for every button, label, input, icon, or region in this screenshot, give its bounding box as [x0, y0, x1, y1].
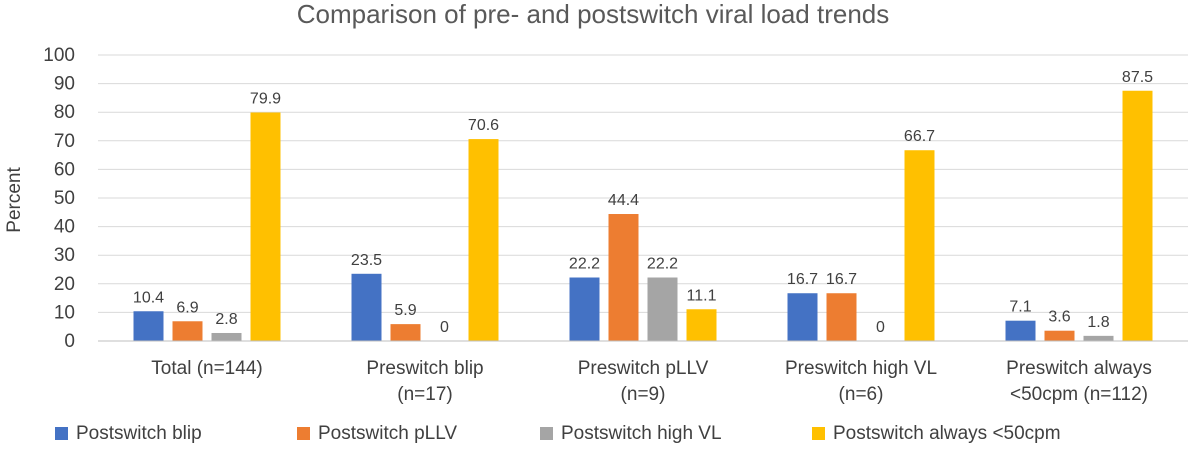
- data-label: 0: [440, 319, 449, 336]
- y-tick-label: 50: [54, 188, 75, 209]
- y-tick-label: 90: [54, 74, 75, 95]
- data-label: 5.9: [394, 302, 416, 319]
- data-label: 0: [876, 319, 885, 336]
- bar: [569, 277, 600, 341]
- y-tick-label: 60: [54, 159, 75, 180]
- legend-label: Postswitch blip: [76, 423, 202, 444]
- bar: [1044, 330, 1075, 341]
- x-category-label: <50cpm (n=112): [1010, 384, 1148, 405]
- data-label: 6.9: [176, 299, 198, 316]
- y-tick-label: 40: [54, 217, 75, 238]
- legend-swatch: [55, 427, 68, 440]
- bar: [250, 112, 281, 342]
- x-category-label: Total (n=144): [151, 358, 262, 379]
- chart-title: Comparison of pre- and postswitch viral …: [297, 0, 890, 29]
- y-tick-label: 0: [64, 331, 75, 352]
- y-tick-label: 20: [54, 274, 75, 295]
- data-label: 70.6: [468, 117, 499, 134]
- bar: [1083, 335, 1114, 341]
- y-tick-label: 70: [54, 131, 75, 152]
- bar: [647, 277, 678, 341]
- data-label: 23.5: [351, 252, 382, 269]
- bar: [172, 321, 203, 341]
- legend-swatch: [812, 427, 825, 440]
- data-label: 22.2: [647, 256, 678, 273]
- x-axis-categories: Total (n=144) Preswitch blip (n=17) Preswit…: [151, 358, 1152, 405]
- legend-swatch: [297, 427, 310, 440]
- data-label: 66.7: [904, 128, 935, 145]
- bar: [904, 150, 935, 341]
- x-category-label: Preswitch blip: [366, 358, 483, 379]
- y-tick-label: 10: [54, 302, 75, 323]
- data-label: 79.9: [250, 90, 281, 107]
- y-tick-label: 100: [43, 45, 75, 66]
- y-tick-label: 80: [54, 102, 75, 123]
- bar: [787, 293, 818, 341]
- y-axis-label: Percent: [4, 167, 25, 233]
- bar: [1005, 320, 1036, 341]
- y-tick-label: 30: [54, 245, 75, 266]
- bar: [468, 139, 499, 341]
- bars: [133, 90, 1153, 342]
- bar: [351, 273, 382, 341]
- legend: Postswitch blip Postswitch pLLV Postswitch…: [55, 423, 1061, 444]
- x-category-label: Preswitch always: [1006, 358, 1152, 379]
- legend-label: Postswitch always <50cpm: [833, 423, 1061, 444]
- data-label: 10.4: [133, 289, 164, 306]
- data-label: 22.2: [569, 256, 600, 273]
- data-label: 11.1: [687, 287, 717, 304]
- bar: [1122, 90, 1153, 341]
- legend-swatch: [540, 427, 553, 440]
- x-category-label: Preswitch pLLV: [578, 358, 709, 379]
- data-label: 44.4: [608, 192, 639, 209]
- bar: [390, 324, 421, 341]
- bar: [826, 293, 857, 341]
- x-category-label: (n=9): [621, 384, 666, 405]
- data-labels: 10.4 6.9 2.8 79.9 23.5 5.9 0 70.6 22.2 44.4 22.2 11…: [133, 69, 1153, 336]
- bar: [133, 311, 164, 341]
- x-category-label: (n=6): [839, 384, 884, 405]
- legend-label: Postswitch high VL: [561, 423, 722, 444]
- bar: [608, 214, 639, 341]
- y-axis-ticks: 0 10 20 30 40 50 60 70 80 90 100: [43, 45, 75, 352]
- data-label: 2.8: [215, 311, 237, 328]
- legend-label: Postswitch pLLV: [318, 423, 457, 444]
- data-label: 1.8: [1087, 314, 1109, 331]
- bar: [211, 332, 242, 341]
- data-label: 7.1: [1009, 299, 1031, 316]
- x-category-label: (n=17): [397, 384, 452, 405]
- data-label: 3.6: [1048, 309, 1070, 326]
- data-label: 87.5: [1122, 69, 1153, 86]
- x-category-label: Preswitch high VL: [785, 358, 937, 379]
- data-label: 16.7: [826, 271, 857, 288]
- bar: [686, 309, 717, 341]
- data-label: 16.7: [787, 271, 818, 288]
